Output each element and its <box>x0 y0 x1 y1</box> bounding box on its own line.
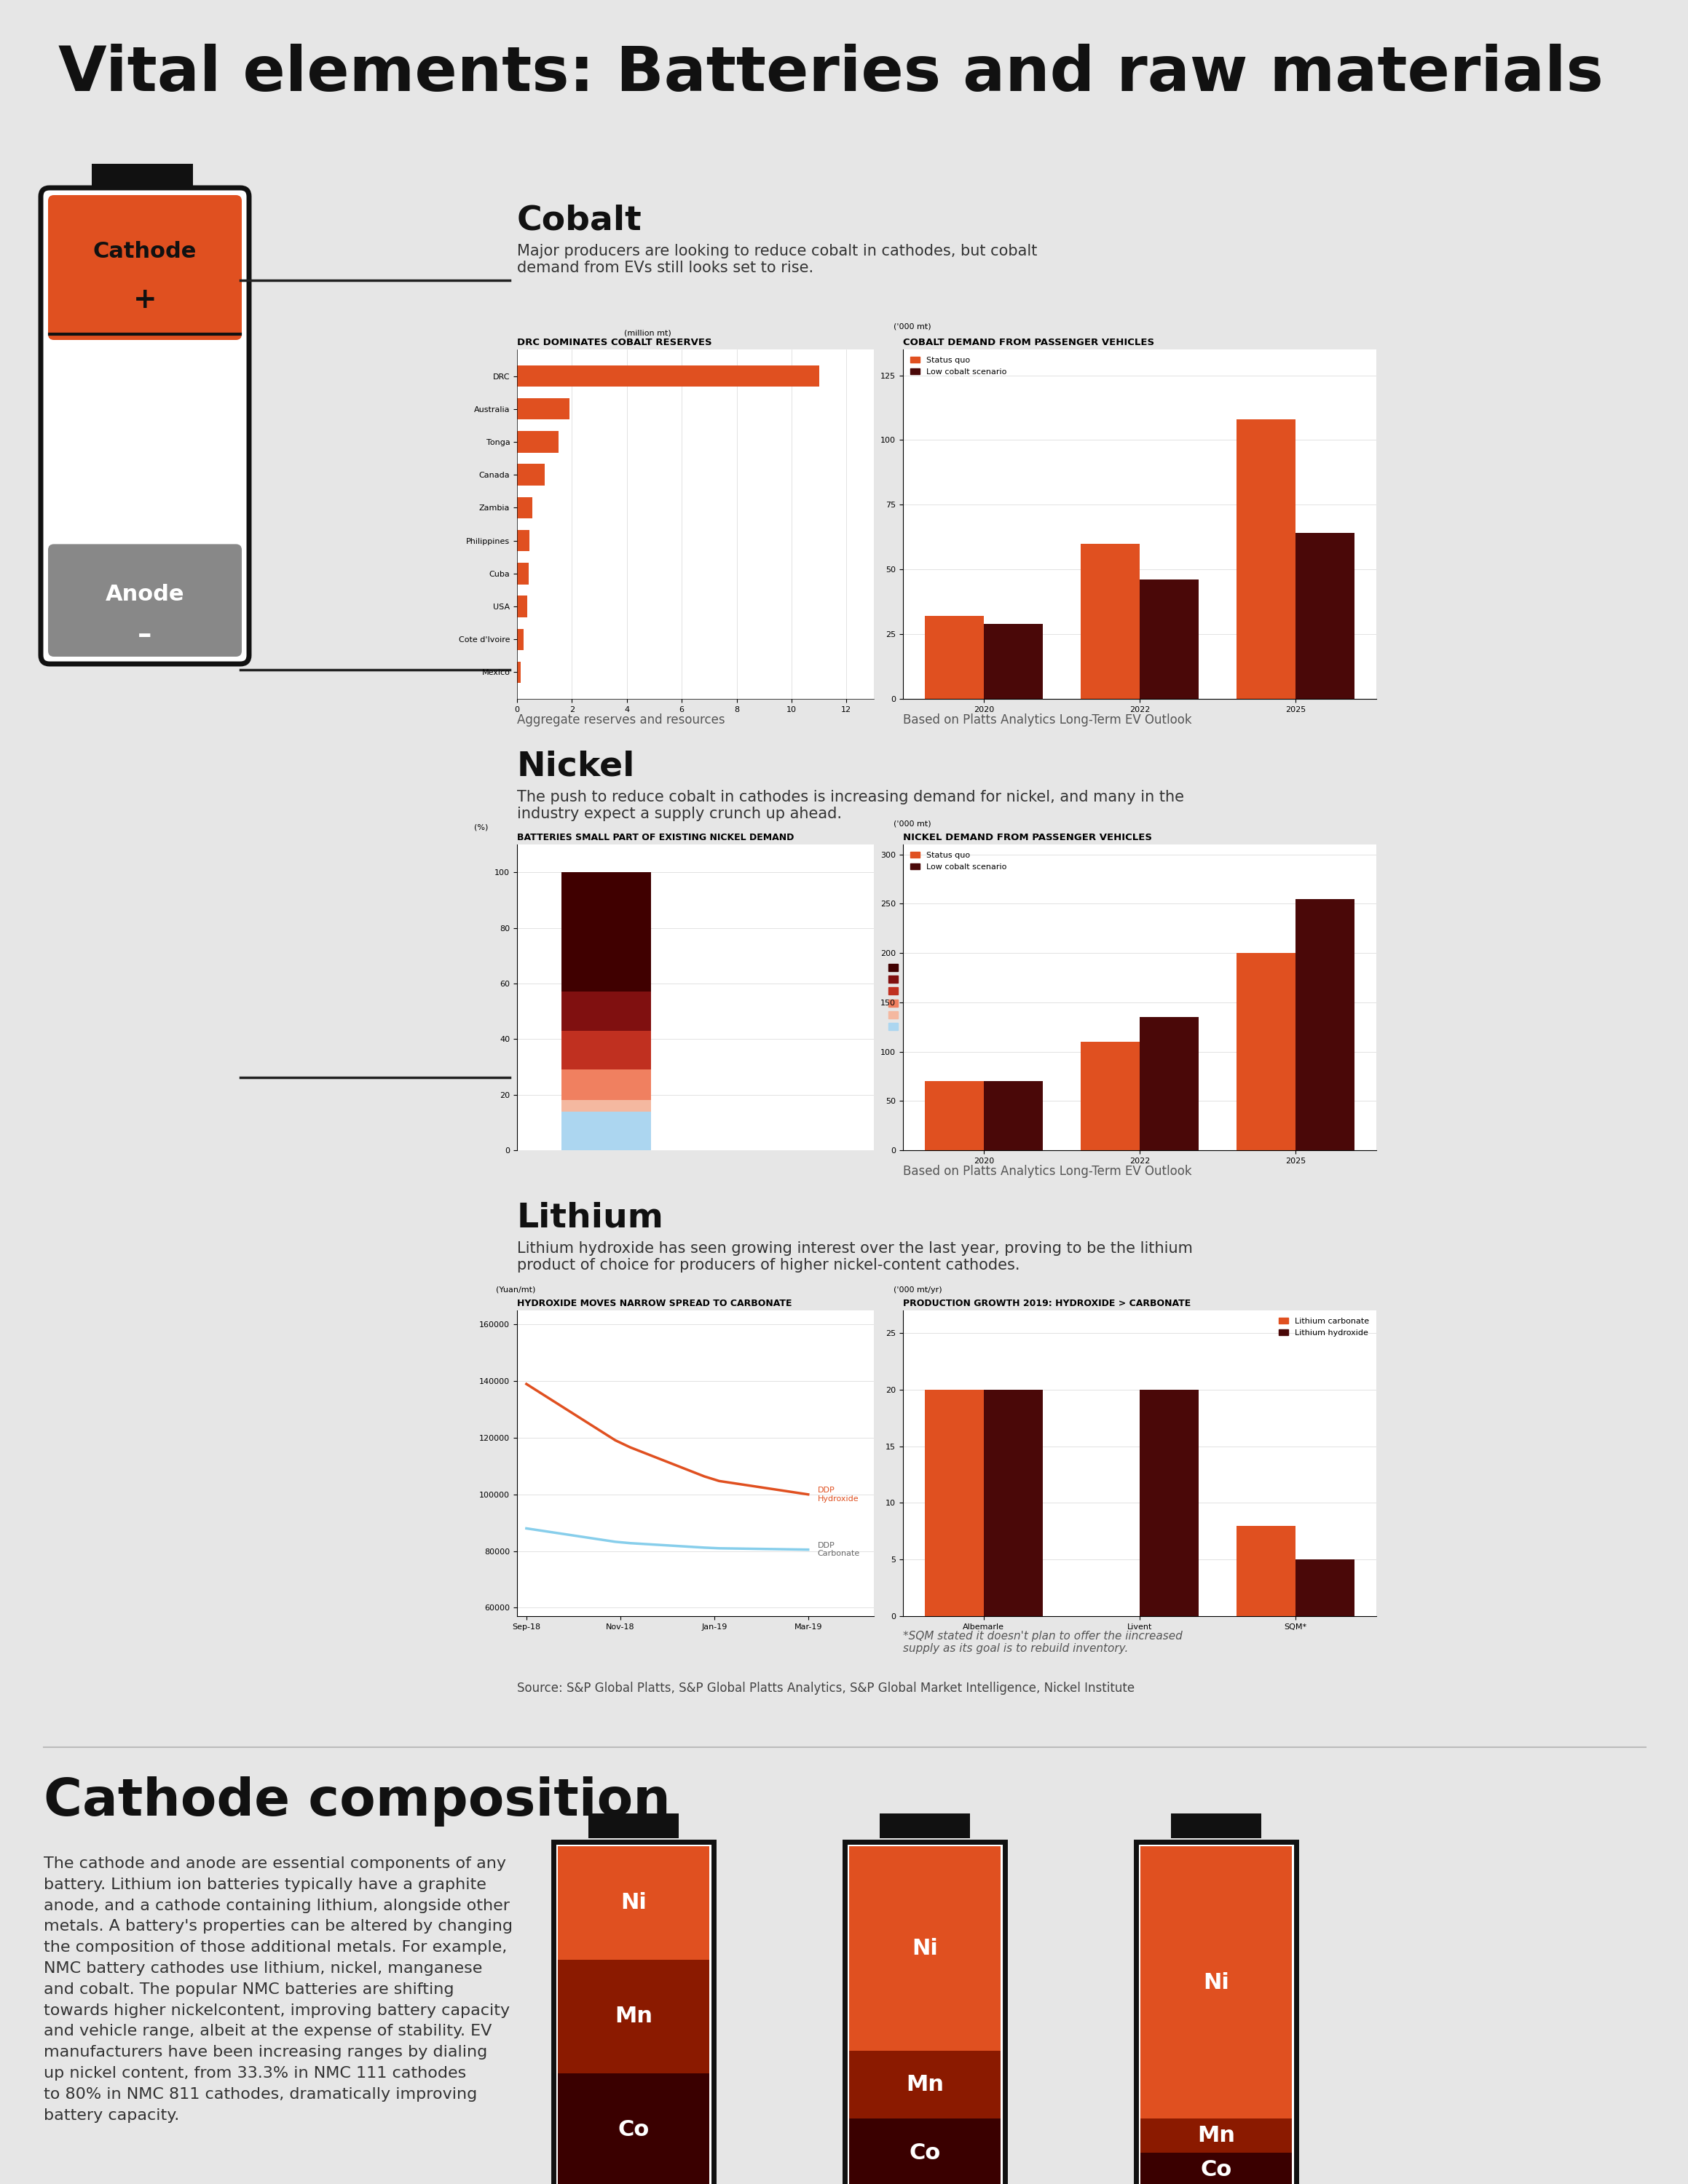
Text: ('000 mt/yr): ('000 mt/yr) <box>893 1286 942 1293</box>
FancyBboxPatch shape <box>849 2051 1001 2118</box>
Text: Co: Co <box>1200 2160 1232 2180</box>
Text: (Yuan/mt): (Yuan/mt) <box>496 1286 535 1293</box>
Text: DRC DOMINATES COBALT RESERVES: DRC DOMINATES COBALT RESERVES <box>517 339 712 347</box>
Bar <box>562 992 652 1031</box>
Text: Lithium: Lithium <box>517 1201 663 1234</box>
Text: Based on Platts Analytics Long-Term EV Outlook: Based on Platts Analytics Long-Term EV O… <box>903 1164 1192 1177</box>
Bar <box>984 625 1043 699</box>
Bar <box>517 662 522 684</box>
Text: Nickel: Nickel <box>517 749 635 782</box>
FancyBboxPatch shape <box>557 2073 709 2184</box>
Text: ('000 mt): ('000 mt) <box>893 821 932 828</box>
Text: Ni: Ni <box>1204 1972 1229 1994</box>
Text: Mn: Mn <box>1197 2125 1236 2147</box>
Bar <box>1296 533 1355 699</box>
Legend: Stainless steel, Non-ferrous alloys, Alloy steels and casting, Plating, Batterie: Stainless steel, Non-ferrous alloys, All… <box>885 961 1004 1035</box>
FancyBboxPatch shape <box>41 188 250 664</box>
Text: Source: S&P Global Platts, S&P Global Platts Analytics, S&P Global Market Intell: Source: S&P Global Platts, S&P Global Pl… <box>517 1682 1134 1695</box>
FancyBboxPatch shape <box>557 1845 709 1959</box>
FancyBboxPatch shape <box>557 1959 709 2073</box>
FancyBboxPatch shape <box>1171 1813 1261 1839</box>
Polygon shape <box>91 164 192 192</box>
Text: +: + <box>133 286 157 314</box>
Bar <box>1236 1527 1296 1616</box>
Text: Ni: Ni <box>621 1891 647 1913</box>
Text: PRODUCTION GROWTH 2019: HYDROXIDE > CARBONATE: PRODUCTION GROWTH 2019: HYDROXIDE > CARB… <box>903 1299 1190 1308</box>
Text: Cobalt: Cobalt <box>517 203 641 236</box>
FancyBboxPatch shape <box>1141 2118 1291 2153</box>
Bar <box>562 871 652 992</box>
Bar <box>984 1389 1043 1616</box>
FancyBboxPatch shape <box>1141 1845 1291 2118</box>
Text: Co: Co <box>910 2143 940 2164</box>
Bar <box>1139 1018 1198 1151</box>
Bar <box>984 1081 1043 1151</box>
Text: COBALT DEMAND FROM PASSENGER VEHICLES: COBALT DEMAND FROM PASSENGER VEHICLES <box>903 339 1155 347</box>
FancyBboxPatch shape <box>844 1841 1004 2184</box>
Text: The cathode and anode are essential components of any
battery. Lithium ion batte: The cathode and anode are essential comp… <box>44 1856 513 2123</box>
Bar <box>925 1081 984 1151</box>
Bar <box>1080 1042 1139 1151</box>
Text: DDP
Hydroxide: DDP Hydroxide <box>817 1487 859 1503</box>
Bar <box>517 365 819 387</box>
Text: The push to reduce cobalt in cathodes is increasing demand for nickel, and many : The push to reduce cobalt in cathodes is… <box>517 791 1183 821</box>
Legend: Lithium carbonate, Lithium hydroxide: Lithium carbonate, Lithium hydroxide <box>1274 1315 1372 1339</box>
Text: Based on Platts Analytics Long-Term EV Outlook: Based on Platts Analytics Long-Term EV O… <box>903 714 1192 727</box>
FancyBboxPatch shape <box>1136 1841 1296 2184</box>
FancyBboxPatch shape <box>849 2118 1001 2184</box>
Bar <box>517 563 528 585</box>
Text: NICKEL DEMAND FROM PASSENGER VEHICLES: NICKEL DEMAND FROM PASSENGER VEHICLES <box>903 832 1151 843</box>
FancyBboxPatch shape <box>589 1813 679 1839</box>
Legend: Status quo, Low cobalt scenario: Status quo, Low cobalt scenario <box>906 354 1009 378</box>
Text: Vital elements: Batteries and raw materials: Vital elements: Batteries and raw materi… <box>59 44 1604 105</box>
Text: HYDROXIDE MOVES NARROW SPREAD TO CARBONATE: HYDROXIDE MOVES NARROW SPREAD TO CARBONA… <box>517 1299 792 1308</box>
FancyBboxPatch shape <box>849 1845 1001 2051</box>
Bar <box>517 463 545 485</box>
Text: (%): (%) <box>474 823 488 830</box>
Bar <box>1236 952 1296 1151</box>
FancyBboxPatch shape <box>1141 2153 1291 2184</box>
Text: BATTERIES SMALL PART OF EXISTING NICKEL DEMAND: BATTERIES SMALL PART OF EXISTING NICKEL … <box>517 832 793 843</box>
Bar <box>517 596 527 618</box>
Text: (million mt): (million mt) <box>625 330 672 336</box>
Bar <box>1296 900 1355 1151</box>
Bar <box>1139 579 1198 699</box>
Bar <box>1080 544 1139 699</box>
Text: Co: Co <box>618 2118 650 2140</box>
FancyBboxPatch shape <box>47 544 241 657</box>
Bar <box>517 498 532 518</box>
Bar <box>562 1112 652 1151</box>
Legend: Status quo, Low cobalt scenario: Status quo, Low cobalt scenario <box>906 850 1009 874</box>
Text: –: – <box>138 620 152 649</box>
Bar <box>1139 1389 1198 1616</box>
Text: Lithium hydroxide has seen growing interest over the last year, proving to be th: Lithium hydroxide has seen growing inter… <box>517 1241 1193 1273</box>
Text: *SQM stated it doesn't plan to offer the iincreased
supply as its goal is to reb: *SQM stated it doesn't plan to offer the… <box>903 1631 1182 1653</box>
Bar <box>1296 1559 1355 1616</box>
Bar <box>1236 419 1296 699</box>
Text: Major producers are looking to reduce cobalt in cathodes, but cobalt
demand from: Major producers are looking to reduce co… <box>517 245 1036 275</box>
Text: Cathode composition: Cathode composition <box>44 1776 670 1826</box>
Text: Ni: Ni <box>912 1937 939 1959</box>
Bar <box>562 1031 652 1070</box>
Text: Aggregate reserves and resources: Aggregate reserves and resources <box>517 714 726 727</box>
Bar <box>517 430 559 452</box>
Bar <box>517 397 569 419</box>
Text: Cathode: Cathode <box>93 240 197 262</box>
Text: DDP
Carbonate: DDP Carbonate <box>817 1542 859 1557</box>
FancyBboxPatch shape <box>47 194 241 341</box>
Bar <box>562 1070 652 1101</box>
Bar <box>925 616 984 699</box>
Bar <box>517 531 528 550</box>
Bar <box>562 1101 652 1112</box>
Text: Mn: Mn <box>614 2005 653 2027</box>
Text: Anode: Anode <box>105 583 184 605</box>
FancyBboxPatch shape <box>879 1813 969 1839</box>
Text: Mn: Mn <box>906 2075 944 2094</box>
Text: ('000 mt): ('000 mt) <box>893 323 932 330</box>
Bar <box>517 629 523 651</box>
Bar <box>925 1389 984 1616</box>
FancyBboxPatch shape <box>554 1841 714 2184</box>
